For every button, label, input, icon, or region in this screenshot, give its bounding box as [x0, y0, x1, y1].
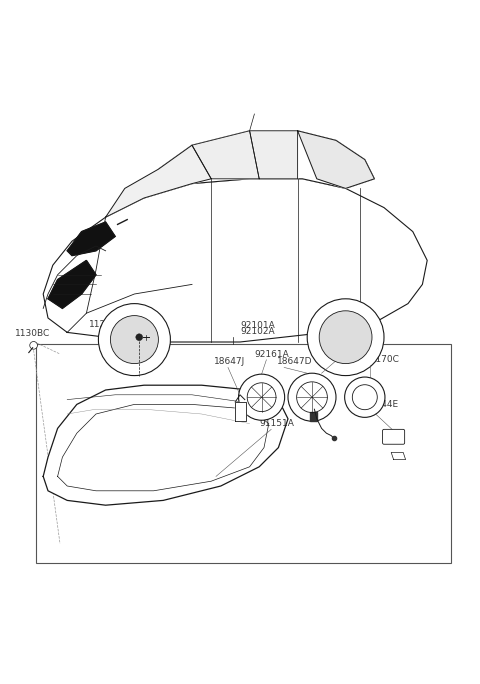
Circle shape — [30, 341, 37, 350]
Text: 92101A: 92101A — [240, 321, 275, 330]
Polygon shape — [106, 145, 211, 218]
Text: 92161A: 92161A — [329, 351, 363, 360]
Circle shape — [307, 299, 384, 376]
FancyBboxPatch shape — [383, 430, 405, 444]
Polygon shape — [235, 402, 246, 421]
Circle shape — [345, 377, 385, 417]
Circle shape — [319, 311, 372, 364]
Polygon shape — [310, 412, 317, 421]
Text: 18644E: 18644E — [365, 400, 399, 409]
Circle shape — [288, 373, 336, 421]
Polygon shape — [43, 385, 288, 505]
Text: 1125AD: 1125AD — [89, 319, 125, 328]
Text: 92102A: 92102A — [240, 327, 275, 337]
Text: 1130BC: 1130BC — [15, 329, 50, 338]
Polygon shape — [298, 131, 374, 188]
Bar — [36, 345, 451, 563]
Polygon shape — [250, 131, 298, 179]
Circle shape — [98, 304, 170, 376]
Circle shape — [136, 334, 143, 341]
Polygon shape — [43, 179, 427, 342]
Text: 18647D: 18647D — [276, 357, 312, 366]
Circle shape — [110, 315, 158, 364]
Text: 92161A: 92161A — [254, 350, 289, 359]
Text: 91151A: 91151A — [259, 419, 294, 428]
Text: 18647J: 18647J — [214, 357, 245, 366]
Circle shape — [239, 374, 285, 420]
Text: 92170C: 92170C — [365, 354, 400, 364]
Polygon shape — [48, 261, 96, 308]
Polygon shape — [144, 131, 374, 198]
Polygon shape — [391, 452, 406, 460]
Polygon shape — [192, 131, 259, 179]
Polygon shape — [67, 222, 115, 256]
